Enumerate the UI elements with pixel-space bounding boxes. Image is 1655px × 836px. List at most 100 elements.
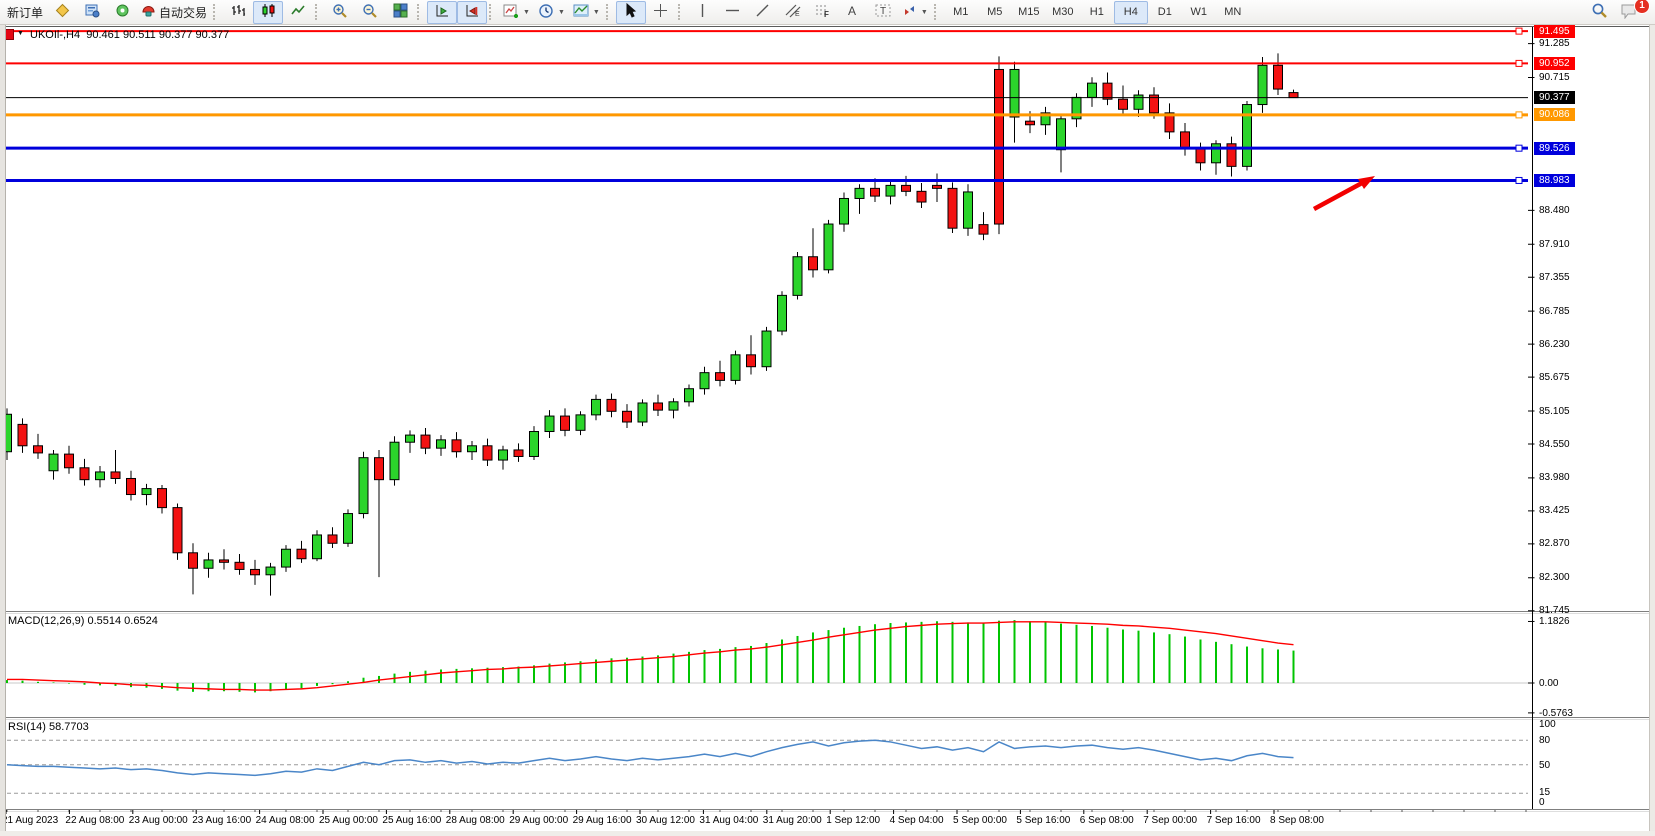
timeframe-button-mn[interactable]: MN — [1224, 6, 1242, 18]
vertical-line-tool-button[interactable] — [688, 1, 718, 24]
line-chart-icon — [290, 3, 306, 21]
auto-scroll-button[interactable] — [427, 0, 458, 24]
timeframe-button-m30[interactable]: M30 — [1052, 6, 1074, 18]
annotation-arrow-head[interactable] — [1358, 176, 1375, 189]
notifications-button[interactable]: 1 — [1614, 0, 1650, 24]
candle — [188, 552, 198, 569]
candle — [823, 223, 834, 271]
x-axis-label: 24 Aug 08:00 — [255, 815, 315, 826]
candle — [1040, 112, 1051, 126]
chart-shift-button[interactable] — [457, 0, 488, 24]
timeframe-button-w1[interactable]: W1 — [1190, 6, 1208, 18]
text-tool-button[interactable]: A — [838, 1, 868, 24]
periods-button[interactable]: ▼ — [534, 1, 569, 24]
crosshair-icon — [653, 3, 668, 21]
candle — [978, 224, 989, 235]
trendline-tool-button[interactable] — [748, 1, 778, 24]
candle — [33, 445, 43, 454]
y-tick-label: 82.300 — [1539, 572, 1570, 584]
price-line-badge: 88.983 — [1534, 173, 1575, 187]
candle — [95, 471, 105, 481]
candle — [157, 488, 167, 509]
arrows-tool-button[interactable]: ▼ — [898, 1, 932, 24]
candle — [1118, 98, 1128, 110]
bar-chart-button[interactable] — [223, 1, 253, 24]
timeframe-button-h1[interactable]: H1 — [1089, 6, 1104, 18]
diamond-icon — [55, 3, 70, 21]
candle — [64, 453, 74, 469]
rsi-axis-label: 80 — [1539, 735, 1551, 746]
cursor-tool-button[interactable] — [615, 0, 646, 24]
x-axis-label: 7 Sep 16:00 — [1206, 815, 1261, 826]
price-line-handle[interactable] — [1515, 27, 1523, 35]
timeframe-button-m5[interactable]: M5 — [987, 6, 1003, 18]
x-axis-label: 23 Aug 00:00 — [128, 815, 188, 826]
timeframe-button-h4[interactable]: H4 — [1113, 0, 1148, 24]
annotation-arrow-shaft[interactable] — [1312, 181, 1364, 211]
auto-scroll-icon — [435, 3, 450, 21]
candle — [172, 507, 183, 554]
window-menu-icon[interactable]: ▼ — [17, 30, 24, 37]
crosshair-tool-button[interactable] — [646, 1, 676, 24]
price-line-handle[interactable] — [1515, 176, 1523, 184]
new-order-button[interactable]: 新订单 — [3, 1, 47, 24]
candle — [126, 477, 136, 496]
svg-text:A: A — [848, 4, 856, 18]
zoom-in-button[interactable] — [325, 1, 355, 24]
candle — [963, 191, 973, 229]
text-a-icon: A — [846, 3, 859, 21]
tile-windows-button[interactable] — [385, 1, 415, 24]
chevron-down-icon: ▼ — [592, 8, 600, 16]
candle — [575, 414, 586, 431]
macd-axis-label: -0.5763 — [1539, 707, 1573, 719]
candle — [358, 457, 369, 515]
y-tick-label: 90.715 — [1539, 71, 1570, 83]
candle — [420, 434, 431, 449]
search-button[interactable] — [1584, 1, 1614, 24]
x-axis-label: 7 Sep 00:00 — [1143, 815, 1198, 826]
candle — [870, 187, 880, 197]
chart-symbol-timeframe: UKOIl-,H4 — [30, 29, 81, 41]
add-indicator-button[interactable]: ▼ — [499, 1, 534, 24]
fibonacci-tool-button[interactable]: F — [808, 1, 838, 24]
notification-count-badge: 1 — [1634, 0, 1650, 14]
rsi-axis-label: 100 — [1539, 719, 1556, 730]
candlestick-chart-button[interactable] — [253, 0, 284, 24]
horizontal-line-tool-button[interactable] — [718, 1, 748, 24]
rsi-name: RSI(14) — [8, 721, 46, 733]
autotrading-button[interactable]: 自动交易 — [137, 1, 211, 24]
price-line-handle[interactable] — [1515, 111, 1523, 119]
candle — [343, 513, 353, 544]
y-tick-label: 88.480 — [1539, 204, 1570, 216]
chart-shift-icon — [465, 3, 480, 21]
rsi-axis-label: 15 — [1539, 787, 1551, 798]
candle — [1025, 120, 1035, 126]
equidistant-channel-tool-button[interactable]: E — [778, 1, 808, 24]
candle — [1226, 143, 1237, 167]
price-line-badge: 91.495 — [1534, 24, 1575, 38]
line-chart-button[interactable] — [283, 1, 313, 24]
x-axis-label: 28 Aug 08:00 — [445, 815, 505, 826]
timeframe-button-d1[interactable]: D1 — [1157, 6, 1172, 18]
candle — [374, 457, 384, 481]
templates-button[interactable]: ▼ — [569, 1, 604, 24]
data-window-button[interactable] — [77, 1, 107, 24]
candle — [668, 401, 679, 411]
price-line-handle[interactable] — [1515, 144, 1523, 152]
market-watch-button[interactable] — [47, 1, 77, 24]
candle — [405, 434, 415, 443]
zoom-out-button[interactable] — [355, 1, 385, 24]
candle — [591, 398, 601, 416]
toolbar-gripper — [677, 4, 684, 20]
candle — [203, 559, 214, 569]
chart-ohlc-values: 90.461 90.511 90.377 90.377 — [86, 29, 230, 41]
candle — [1056, 118, 1066, 151]
price-line-handle[interactable] — [1515, 59, 1523, 67]
macd-current-values: 0.5514 0.6524 — [87, 615, 158, 627]
signal-button[interactable] — [107, 1, 137, 24]
timeframe-button-m15[interactable]: M15 — [1018, 6, 1040, 18]
zoom-out-icon — [362, 3, 378, 22]
timeframe-button-m1[interactable]: M1 — [953, 6, 969, 18]
chevron-down-icon: ▼ — [920, 8, 928, 16]
text-label-tool-button[interactable]: T — [868, 1, 898, 24]
